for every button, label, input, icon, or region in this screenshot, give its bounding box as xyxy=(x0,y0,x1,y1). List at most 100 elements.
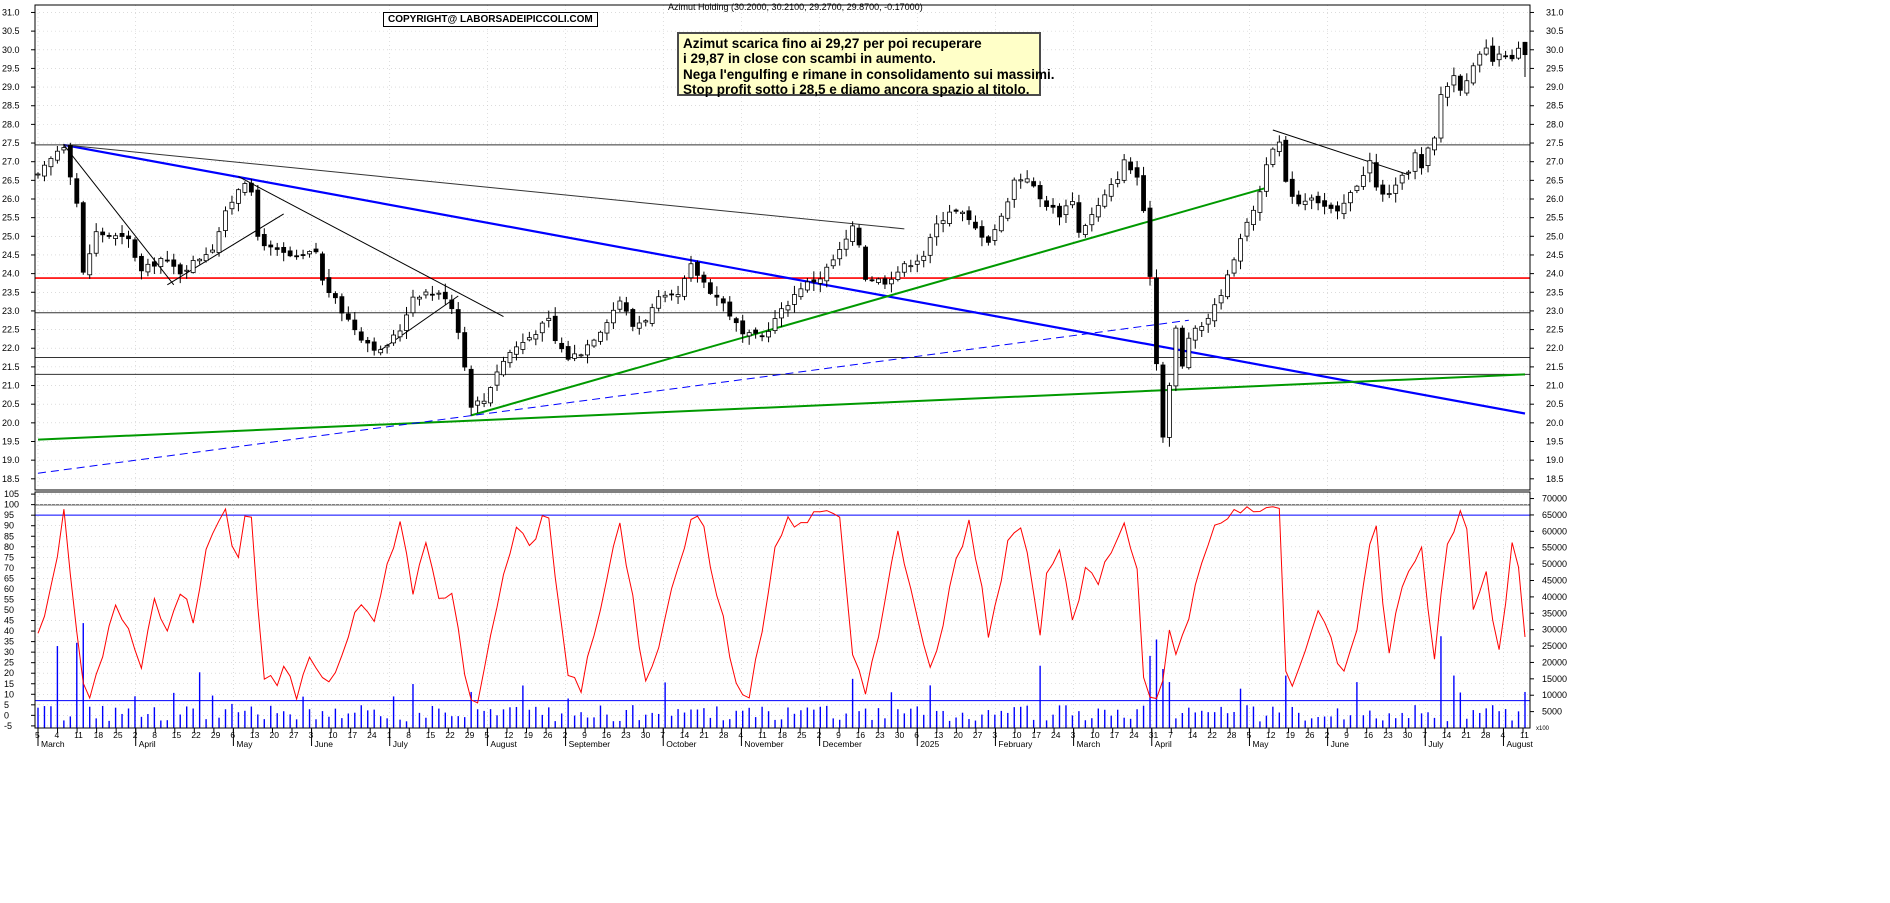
candle-up xyxy=(546,317,552,321)
volume-tick-label: 20000 xyxy=(1542,657,1567,667)
day-tick-label: 20 xyxy=(269,730,279,740)
candle-up xyxy=(184,269,190,272)
candle-up xyxy=(656,296,662,309)
candle-up xyxy=(1024,178,1030,183)
candle-down xyxy=(268,244,274,248)
candle-up xyxy=(533,334,539,340)
day-tick-label: 11 xyxy=(758,730,767,740)
candle-down xyxy=(753,329,759,334)
candle-down xyxy=(973,221,978,229)
candle-down xyxy=(1328,204,1334,209)
price-tick-label-right: 26.5 xyxy=(1546,175,1564,185)
candle-up xyxy=(1477,53,1483,66)
oscillator-tick-label: 50 xyxy=(4,605,14,615)
month-label: December xyxy=(823,739,862,749)
candle-down xyxy=(429,293,435,296)
candle-up xyxy=(895,271,901,280)
candle-up xyxy=(766,331,771,338)
candle-up xyxy=(837,249,843,260)
day-tick-label: 30 xyxy=(1403,730,1413,740)
candle-down xyxy=(339,296,345,314)
candle-up xyxy=(1089,214,1095,226)
candle-up xyxy=(617,300,623,310)
candle-up xyxy=(158,258,164,267)
oscillator-tick-label: 40 xyxy=(4,626,14,636)
price-tick-label-right: 28.5 xyxy=(1546,101,1564,111)
price-tick-label-left: 24.5 xyxy=(2,250,20,260)
candle-up xyxy=(772,318,778,332)
candle-down xyxy=(449,299,455,310)
month-label: June xyxy=(1331,739,1350,749)
price-tick-label-right: 21.5 xyxy=(1546,362,1564,372)
trendline xyxy=(470,186,1267,417)
candle-up xyxy=(1386,193,1392,195)
volume-tick-label: 5000 xyxy=(1542,707,1562,717)
candle-up xyxy=(1082,225,1088,235)
candle-down xyxy=(261,234,267,247)
month-label: April xyxy=(1155,739,1172,749)
month-label: July xyxy=(393,739,409,749)
candle-down xyxy=(740,320,746,335)
day-tick-label: 23 xyxy=(621,730,631,740)
candle-down xyxy=(720,298,726,304)
candle-down xyxy=(1522,41,1528,56)
candle-down xyxy=(707,282,713,294)
candle-down xyxy=(132,239,138,258)
candle-down xyxy=(630,309,636,327)
candle-down xyxy=(67,145,73,178)
candle-up xyxy=(1451,75,1457,86)
candle-up xyxy=(1483,47,1489,55)
candle-up xyxy=(934,223,940,238)
stochastic-path xyxy=(37,506,1526,704)
day-tick-label: 29 xyxy=(465,730,475,740)
candle-up xyxy=(410,296,416,314)
candle-down xyxy=(442,291,448,300)
day-tick-label: 14 xyxy=(1188,730,1198,740)
candle-up xyxy=(1244,221,1250,237)
oscillator-tick-label: 30 xyxy=(4,647,14,657)
candle-down xyxy=(1057,205,1062,218)
candle-up xyxy=(1192,327,1198,341)
candle-down xyxy=(1283,139,1289,182)
oscillator-tick-label: 75 xyxy=(4,552,14,562)
candle-up xyxy=(520,342,526,350)
candle-up xyxy=(1354,185,1360,191)
candle-down xyxy=(1128,161,1134,171)
candle-up xyxy=(824,266,830,282)
day-tick-label: 9 xyxy=(582,730,587,740)
candle-up xyxy=(210,249,215,253)
oscillator-tick-label: 65 xyxy=(4,573,14,583)
trendline xyxy=(63,143,1526,415)
candle-up xyxy=(197,258,203,262)
annotation-line-4: Stop profit sotto i 28,5 e diamo ancora … xyxy=(683,82,1030,98)
candle-up xyxy=(507,352,513,364)
price-tick-label-right: 24.0 xyxy=(1546,269,1564,279)
candle-up xyxy=(423,291,429,296)
candle-down xyxy=(100,231,106,236)
candle-down xyxy=(811,279,817,283)
candle-down xyxy=(714,294,720,298)
candle-down xyxy=(177,264,183,275)
candle-up xyxy=(1108,184,1114,197)
price-tick-label-right: 19.0 xyxy=(1546,455,1564,465)
price-tick-label-left: 20.5 xyxy=(2,399,20,409)
month-label: August xyxy=(1506,739,1533,749)
day-tick-label: 8 xyxy=(406,730,411,740)
candle-down xyxy=(1490,45,1496,62)
candle-down xyxy=(1154,277,1159,365)
candle-up xyxy=(1063,205,1069,216)
oscillator-tick-label: 45 xyxy=(4,616,14,626)
candle-up xyxy=(817,278,823,284)
candle-down xyxy=(345,313,351,320)
candle-down xyxy=(300,254,306,256)
candle-down xyxy=(106,235,112,237)
volume-unit-label: x100 xyxy=(1536,726,1550,732)
day-tick-label: 13 xyxy=(934,730,944,740)
day-tick-label: 19 xyxy=(523,730,533,740)
candle-up xyxy=(1367,160,1373,174)
day-tick-label: 11 xyxy=(74,730,83,740)
candle-down xyxy=(759,335,765,338)
candle-down xyxy=(281,246,287,253)
price-tick-label-right: 22.5 xyxy=(1546,325,1564,335)
candle-down xyxy=(1160,364,1166,438)
